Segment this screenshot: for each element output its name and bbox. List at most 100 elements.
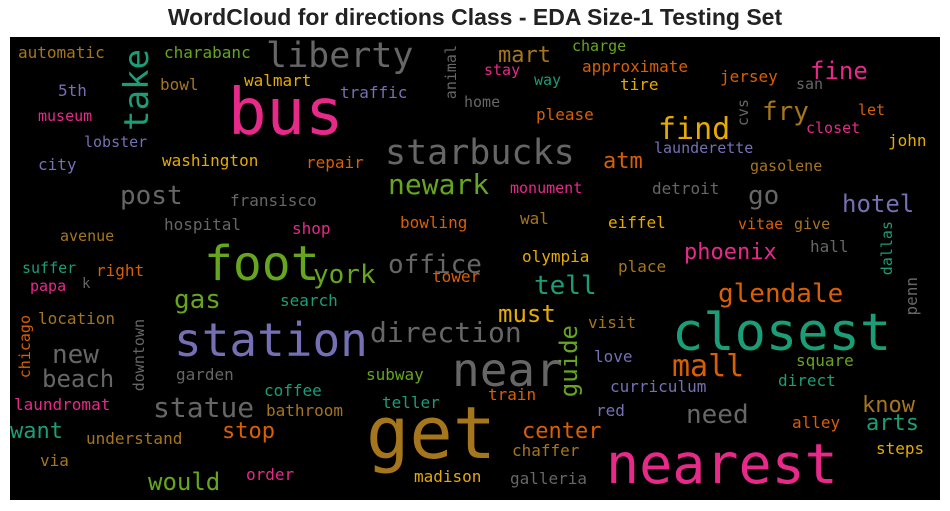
word-shop: shop — [292, 219, 331, 238]
word-need: need — [686, 400, 749, 430]
word-mart: mart — [498, 43, 551, 68]
word-penn: penn — [902, 277, 921, 316]
word-train: train — [488, 385, 537, 404]
word-office: office — [388, 250, 482, 280]
word-garden: garden — [176, 365, 234, 384]
word-stay: stay — [484, 61, 521, 79]
word-red: red — [596, 401, 625, 420]
word-foot: foot — [204, 236, 320, 292]
word-closest: closest — [672, 303, 892, 363]
word-fransisco: fransisco — [230, 191, 317, 210]
word-give: give — [794, 215, 831, 233]
word-eiffel: eiffel — [608, 213, 666, 232]
word-subway: subway — [366, 365, 424, 384]
word-madison: madison — [414, 467, 482, 486]
word-must: must — [498, 300, 556, 328]
word-john: john — [888, 131, 927, 150]
word-charge: charge — [572, 37, 627, 55]
word-beach: beach — [42, 365, 115, 393]
word-starbucks: starbucks — [385, 133, 575, 173]
word-phoenix: phoenix — [684, 240, 777, 265]
word-station: station — [174, 313, 368, 367]
word-place: place — [618, 257, 667, 276]
word-laundromat: laundromat — [14, 395, 111, 414]
word-atm: atm — [603, 149, 643, 174]
word-cvs: cvs — [734, 99, 752, 127]
word-mall: mall — [672, 349, 745, 384]
word-city: city — [38, 155, 77, 174]
word-charabanc: charabanc — [164, 43, 251, 62]
word-find: find — [658, 112, 731, 147]
word-wal: wal — [520, 209, 549, 228]
word-dallas: dallas — [878, 221, 896, 276]
word-teller: teller — [382, 393, 440, 412]
word-museum: museum — [38, 107, 93, 125]
word-york: york — [313, 260, 376, 290]
word-new: new — [52, 340, 99, 370]
word-fine: fine — [810, 57, 868, 85]
word-center: center — [522, 419, 602, 444]
word-direction: direction — [370, 316, 522, 349]
word-avenue: avenue — [60, 227, 115, 245]
word-curriculum: curriculum — [610, 377, 707, 396]
word-animal: animal — [442, 45, 460, 100]
word-post: post — [120, 181, 183, 211]
word-visit: visit — [588, 313, 637, 332]
word-5th: 5th — [58, 81, 87, 100]
word-bathroom: bathroom — [266, 401, 344, 420]
word-guide: guide — [555, 325, 583, 398]
word-downtown: downtown — [130, 319, 148, 392]
word-detroit: detroit — [652, 179, 720, 198]
word-jersey: jersey — [720, 67, 778, 86]
word-hall: hall — [810, 237, 849, 256]
word-chicago: chicago — [16, 315, 34, 379]
word-liberty: liberty — [266, 37, 414, 76]
word-hotel: hotel — [842, 190, 915, 218]
word-order: order — [246, 465, 295, 484]
word-olympia: olympia — [522, 247, 590, 266]
word-love: love — [594, 347, 633, 366]
word-galleria: galleria — [510, 469, 588, 488]
word-alley: alley — [792, 413, 841, 432]
word-take: take — [117, 49, 157, 131]
word-near: near — [452, 343, 563, 397]
word-via: via — [40, 451, 69, 470]
word-approximate: approximate — [582, 57, 688, 76]
word-know: know — [862, 393, 915, 418]
word-walmart: walmart — [244, 71, 312, 90]
word-bus: bus — [228, 76, 344, 150]
word-stop: stop — [222, 419, 275, 444]
word-coffee: coffee — [264, 381, 322, 400]
word-search: search — [280, 291, 338, 310]
word-nearest: nearest — [606, 432, 838, 496]
word-cloud: bus get nearest closest station foot nea… — [10, 37, 940, 500]
word-washington: washington — [162, 151, 259, 170]
word-lobster: lobster — [84, 133, 148, 151]
word-would: would — [148, 468, 221, 496]
word-k: k — [82, 276, 91, 292]
word-newark: newark — [388, 168, 490, 201]
word-right: right — [96, 261, 145, 280]
word-tire: tire — [620, 75, 659, 94]
word-bowl: bowl — [160, 75, 199, 94]
word-traffic: traffic — [340, 83, 408, 102]
word-repair: repair — [306, 153, 364, 172]
word-steps: steps — [876, 439, 925, 458]
word-tell: tell — [534, 271, 597, 301]
word-launderette: launderette — [654, 139, 754, 157]
word-fry: fry — [762, 97, 809, 127]
word-understand: understand — [86, 429, 183, 448]
word-arts: arts — [866, 411, 919, 436]
word-direct: direct — [778, 371, 836, 390]
word-closet: closet — [806, 119, 861, 137]
word-papa: papa — [30, 277, 67, 295]
chart-title: WordCloud for directions Class - EDA Siz… — [167, 4, 783, 30]
word-square: square — [796, 351, 854, 370]
word-suffer: suffer — [22, 259, 77, 277]
word-gas: gas — [174, 285, 221, 315]
word-san: san — [796, 75, 824, 93]
word-get: get — [366, 391, 497, 475]
word-location: location — [38, 309, 116, 328]
word-want: want — [10, 419, 63, 444]
word-statue: statue — [153, 391, 255, 424]
